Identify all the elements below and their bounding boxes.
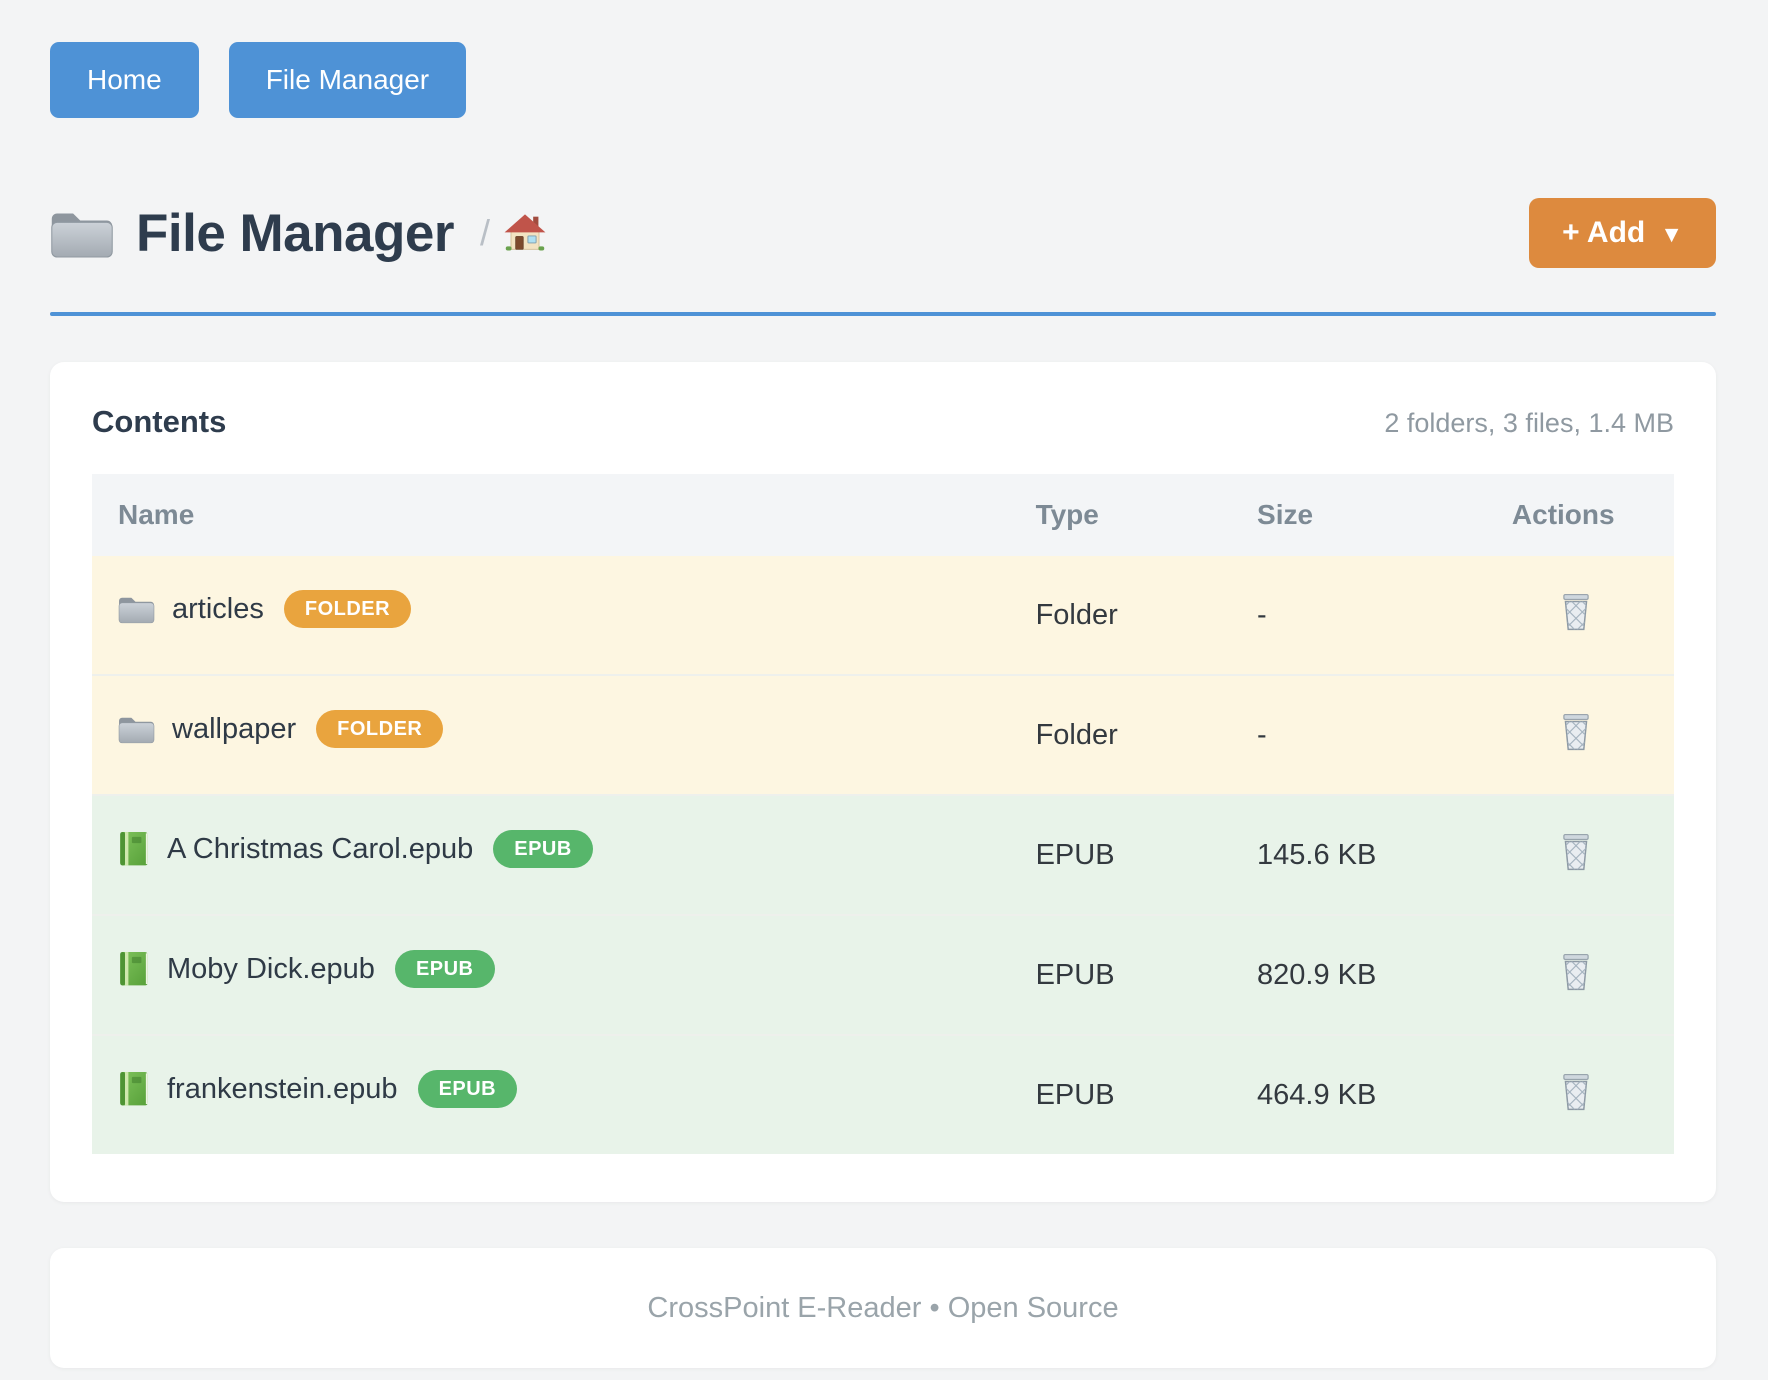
book-icon bbox=[118, 951, 150, 987]
trash-icon[interactable] bbox=[1552, 830, 1600, 874]
epub-badge: EPUB bbox=[394, 950, 495, 988]
column-header-size: Size bbox=[1231, 474, 1453, 556]
trash-icon[interactable] bbox=[1552, 1070, 1600, 1114]
type-cell: Folder bbox=[1035, 718, 1118, 751]
card-title: Contents bbox=[92, 404, 227, 439]
epub-badge: EPUB bbox=[417, 1070, 518, 1108]
book-icon bbox=[118, 1071, 150, 1107]
home-button[interactable]: Home bbox=[50, 42, 199, 118]
chevron-down-icon: ▼ bbox=[1660, 220, 1683, 247]
title-wrap: File Manager / bbox=[50, 203, 546, 264]
size-cell: 145.6 KB bbox=[1257, 838, 1377, 871]
size-cell: - bbox=[1257, 598, 1267, 631]
page-title: File Manager bbox=[136, 203, 454, 263]
add-button[interactable]: + Add ▼ bbox=[1529, 198, 1716, 268]
table-row[interactable]: articles FOLDER Folder - bbox=[92, 556, 1674, 675]
trash-icon[interactable] bbox=[1552, 710, 1600, 754]
folder-badge: FOLDER bbox=[283, 590, 412, 628]
card-header: Contents 2 folders, 3 files, 1.4 MB bbox=[92, 404, 1674, 440]
file-name[interactable]: articles bbox=[172, 592, 264, 625]
folder-icon bbox=[118, 713, 155, 745]
trash-icon[interactable] bbox=[1552, 950, 1600, 994]
folder-badge: FOLDER bbox=[316, 710, 444, 748]
header-divider bbox=[50, 312, 1716, 316]
contents-card: Contents 2 folders, 3 files, 1.4 MB Name… bbox=[50, 362, 1716, 1202]
table-header-row: Name Type Size Actions bbox=[92, 474, 1674, 556]
table-row[interactable]: A Christmas Carol.epub EPUB EPUB 145.6 K… bbox=[92, 795, 1674, 915]
file-name[interactable]: Moby Dick.epub bbox=[167, 952, 375, 985]
name-cell: articles FOLDER bbox=[92, 556, 1010, 662]
contents-summary: 2 folders, 3 files, 1.4 MB bbox=[1384, 408, 1674, 438]
house-icon[interactable] bbox=[504, 213, 546, 253]
folder-icon bbox=[50, 206, 114, 260]
footer-text: CrossPoint E-Reader • Open Source bbox=[647, 1291, 1119, 1324]
table-row[interactable]: Moby Dick.epub EPUB EPUB 820.9 KB bbox=[92, 915, 1674, 1035]
trash-icon[interactable] bbox=[1552, 590, 1600, 634]
column-header-actions: Actions bbox=[1452, 474, 1674, 556]
file-table: Name Type Size Actions articles FOLDER F… bbox=[92, 474, 1674, 1154]
name-cell: Moby Dick.epub EPUB bbox=[92, 916, 1010, 1022]
file-name[interactable]: A Christmas Carol.epub bbox=[167, 832, 474, 865]
column-header-type: Type bbox=[1009, 474, 1232, 556]
breadcrumb-separator: / bbox=[479, 212, 490, 253]
name-cell: A Christmas Carol.epub EPUB bbox=[92, 796, 1010, 902]
book-icon bbox=[118, 831, 150, 867]
table-row[interactable]: frankenstein.epub EPUB EPUB 464.9 KB bbox=[92, 1035, 1674, 1154]
size-cell: - bbox=[1257, 718, 1267, 751]
file-name[interactable]: frankenstein.epub bbox=[167, 1072, 398, 1105]
epub-badge: EPUB bbox=[493, 830, 593, 868]
size-cell: 464.9 KB bbox=[1257, 1078, 1377, 1111]
folder-icon bbox=[118, 593, 155, 625]
table-row[interactable]: wallpaper FOLDER Folder - bbox=[92, 675, 1674, 795]
add-button-label: + Add bbox=[1562, 216, 1646, 249]
size-cell: 820.9 KB bbox=[1257, 958, 1377, 991]
name-cell: frankenstein.epub EPUB bbox=[92, 1036, 1010, 1142]
file-name[interactable]: wallpaper bbox=[172, 712, 297, 745]
footer: CrossPoint E-Reader • Open Source bbox=[50, 1248, 1716, 1368]
column-header-name: Name bbox=[92, 474, 1010, 556]
page-header: File Manager / + Add ▼ bbox=[50, 198, 1716, 268]
type-cell: EPUB bbox=[1035, 958, 1115, 991]
type-cell: EPUB bbox=[1035, 838, 1115, 871]
type-cell: Folder bbox=[1035, 598, 1118, 631]
type-cell: EPUB bbox=[1035, 1078, 1115, 1111]
top-nav: Home File Manager bbox=[0, 0, 1768, 118]
file-manager-button[interactable]: File Manager bbox=[228, 42, 467, 118]
name-cell: wallpaper FOLDER bbox=[92, 676, 1010, 782]
